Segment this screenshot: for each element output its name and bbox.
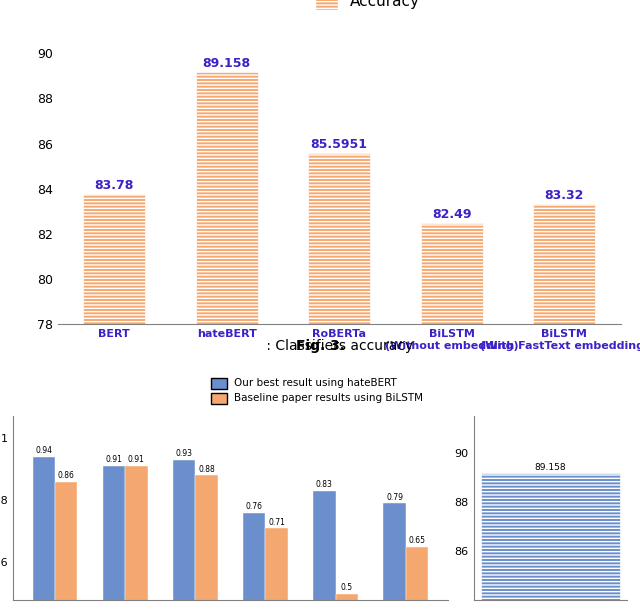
Bar [83,194,145,324]
Text: 89.158: 89.158 [534,463,566,472]
Text: 0.65: 0.65 [408,536,426,545]
Bar [243,513,266,612]
Bar [103,466,125,612]
Bar [125,466,148,612]
Text: 0.79: 0.79 [386,493,403,502]
Text: 0.5: 0.5 [340,583,353,592]
Text: 0.91: 0.91 [106,455,122,465]
Bar [313,491,335,612]
Text: : Classifiers accuracy: : Classifiers accuracy [227,339,413,353]
Bar [420,223,483,324]
Bar [335,594,358,612]
Text: 85.5951: 85.5951 [310,138,368,151]
Text: 0.83: 0.83 [316,480,333,489]
Text: Fig. 3.: Fig. 3. [296,339,344,353]
Bar [195,476,218,612]
Text: 0.86: 0.86 [58,471,75,480]
Text: 0.93: 0.93 [175,449,193,458]
Bar [33,457,55,612]
Legend: Accuracy: Accuracy [308,0,426,17]
Bar [533,204,595,324]
Text: 0.71: 0.71 [268,518,285,527]
Text: 82.49: 82.49 [432,208,472,221]
Text: 83.32: 83.32 [545,189,584,203]
Bar [308,153,370,324]
Text: 0.88: 0.88 [198,465,215,474]
Text: 0.94: 0.94 [35,446,52,455]
Text: Baseline paper results using BiLSTM: Baseline paper results using BiLSTM [234,394,422,403]
Text: 0.76: 0.76 [246,502,263,511]
Bar [196,72,258,324]
Text: 89.158: 89.158 [203,58,251,70]
Text: 83.78: 83.78 [95,179,134,192]
Bar [406,547,428,612]
Bar [55,482,77,612]
Bar [173,460,195,612]
Bar [266,528,288,612]
Text: Our best result using hateBERT: Our best result using hateBERT [234,378,396,388]
Bar [383,503,406,612]
Text: 0.91: 0.91 [128,455,145,465]
